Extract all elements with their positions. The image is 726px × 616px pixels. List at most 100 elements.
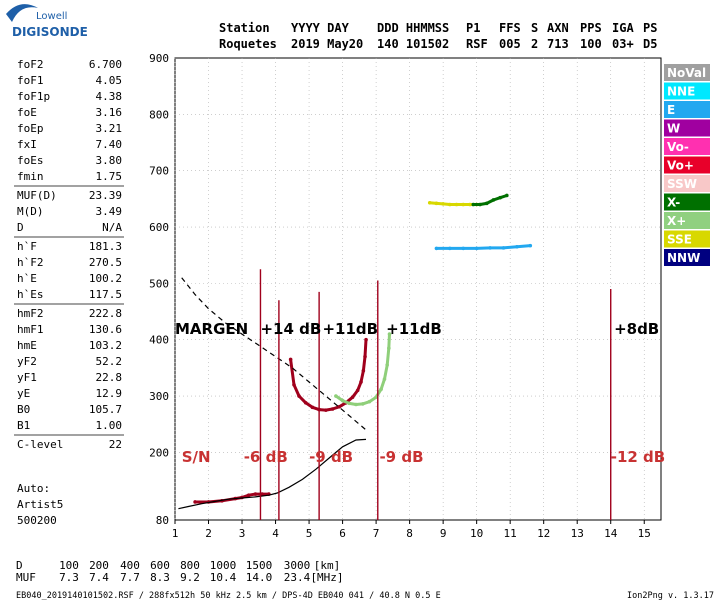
header-iga-label: IGA	[612, 21, 634, 35]
echo-point	[330, 407, 335, 411]
param-name: yF1	[17, 371, 37, 384]
header-axn-value: 713	[547, 37, 569, 51]
echo-point	[292, 382, 296, 387]
legend-swatch	[664, 119, 710, 137]
x-tick-label: 1	[172, 527, 179, 540]
echo-point	[253, 492, 258, 496]
header-axn-label: AXN	[547, 21, 569, 35]
param-name: foE	[17, 106, 37, 119]
param-value: 12.9	[96, 387, 123, 400]
legend-swatch	[664, 82, 710, 100]
param-value: 3.16	[96, 106, 123, 119]
echo-point	[355, 388, 360, 393]
legend-label: SSE	[667, 233, 692, 247]
param-name: MUF(D)	[17, 189, 57, 202]
param-value: 7.40	[96, 138, 123, 151]
muf-cell: 23.4	[284, 571, 311, 584]
legend-label: Vo+	[667, 159, 694, 173]
muf-cell: [MHz]	[310, 571, 343, 584]
param-value: 270.5	[89, 256, 122, 269]
header-row-2: Roquetes 2019 May20 140 101502 RSF 005 2…	[219, 37, 657, 51]
echo-point	[382, 377, 387, 381]
echo-trace-2	[193, 492, 271, 504]
echo-point	[471, 202, 476, 207]
header-ffs-label: FFS	[499, 21, 521, 35]
echo-point	[337, 404, 342, 409]
x-tick-label: 9	[440, 527, 447, 540]
muf-cell: 7.3	[59, 571, 79, 584]
margin-annotation: +11dB	[386, 320, 442, 338]
x-tick-label: 5	[306, 527, 313, 540]
x-tick-label: 8	[406, 527, 413, 540]
muf-cell: 200	[89, 559, 109, 572]
param-name: h`F	[17, 240, 37, 253]
polarization-legend: NoVal NNE EW Vo- Vo+ SSW X- X+ SSE NNW	[664, 64, 710, 266]
echo-point	[310, 405, 315, 410]
echo-point	[474, 246, 479, 251]
margin-annotation: +11dB	[322, 320, 378, 338]
legend-label: E	[667, 103, 675, 117]
header-time-value: 140 101502	[377, 37, 449, 51]
electron-density-profile	[178, 438, 367, 510]
echo-point	[441, 202, 445, 206]
x-tick-label: 15	[638, 527, 651, 540]
param-value: 23.39	[89, 189, 122, 202]
param-value: 181.3	[89, 240, 122, 253]
param-name: foEp	[17, 122, 44, 135]
muf-cell: 9.2	[180, 571, 200, 584]
x-tick-label: 12	[537, 527, 550, 540]
y-tick-label: 300	[149, 390, 169, 403]
header-ffs-value: 005	[499, 37, 521, 51]
param-name: h`F2	[17, 256, 44, 269]
muf-cell: [km]	[314, 559, 341, 572]
x-axis: 1 2 3 4 5 6 7 8 9 10 11 12 13 14 15	[172, 520, 651, 540]
echo-trace-4	[471, 194, 509, 206]
echo-point	[288, 357, 293, 362]
param-name: foEs	[17, 154, 44, 167]
param-name: B1	[17, 419, 30, 432]
legend-label: X-	[667, 196, 680, 210]
marker-lines	[259, 269, 612, 520]
echo-point	[461, 246, 466, 251]
echo-point	[478, 202, 482, 207]
y-tick-label: 200	[149, 446, 169, 459]
x-tick-label: 3	[239, 527, 246, 540]
param-name: hmF1	[17, 323, 44, 336]
muf-cell: 1500	[246, 559, 273, 572]
y-tick-label: 700	[149, 165, 169, 178]
header-date-value: 2019 May20	[291, 37, 363, 51]
echo-point	[501, 246, 506, 250]
param-name: foF1	[17, 74, 44, 87]
muf-cell: 10.4	[210, 571, 237, 584]
echo-point	[484, 201, 489, 206]
param-value: 6.700	[89, 58, 122, 71]
echo-point	[434, 246, 439, 251]
echo-point	[193, 500, 197, 504]
header-iga-value: 03+	[612, 37, 634, 51]
muf-cell: 8.3	[150, 571, 170, 584]
header-ps-label: PS	[643, 21, 657, 35]
echo-point	[468, 202, 472, 207]
margin-annotation: +14 dB	[260, 320, 321, 338]
header-p1-value: RSF	[466, 37, 488, 51]
lowell-logo: Lowell DIGISONDE	[6, 4, 88, 39]
param-value: 4.38	[96, 90, 123, 103]
echo-point	[350, 395, 355, 399]
param-value: 3.49	[96, 205, 123, 218]
echo-point	[387, 346, 391, 350]
y-tick-label: 500	[149, 277, 169, 290]
legend-swatch	[664, 138, 710, 155]
muf-table: D 100 200 400 600 800 1000 1500 3000 [km] MUF 7.…	[16, 559, 344, 584]
echo-point	[297, 394, 301, 398]
legend-swatch	[664, 101, 710, 118]
echo-point	[359, 380, 363, 384]
header-row-1: Station YYYY DAY DDD HHMMSS P1 FFS S AXN…	[219, 21, 657, 35]
echo-point	[515, 244, 519, 249]
y-tick-label: 80	[156, 514, 169, 527]
header-p1-label: P1	[466, 21, 480, 35]
logo-line1: Lowell	[36, 11, 67, 22]
echo-point	[367, 399, 372, 404]
echo-point	[363, 354, 367, 359]
param-value: 1.75	[96, 170, 123, 183]
